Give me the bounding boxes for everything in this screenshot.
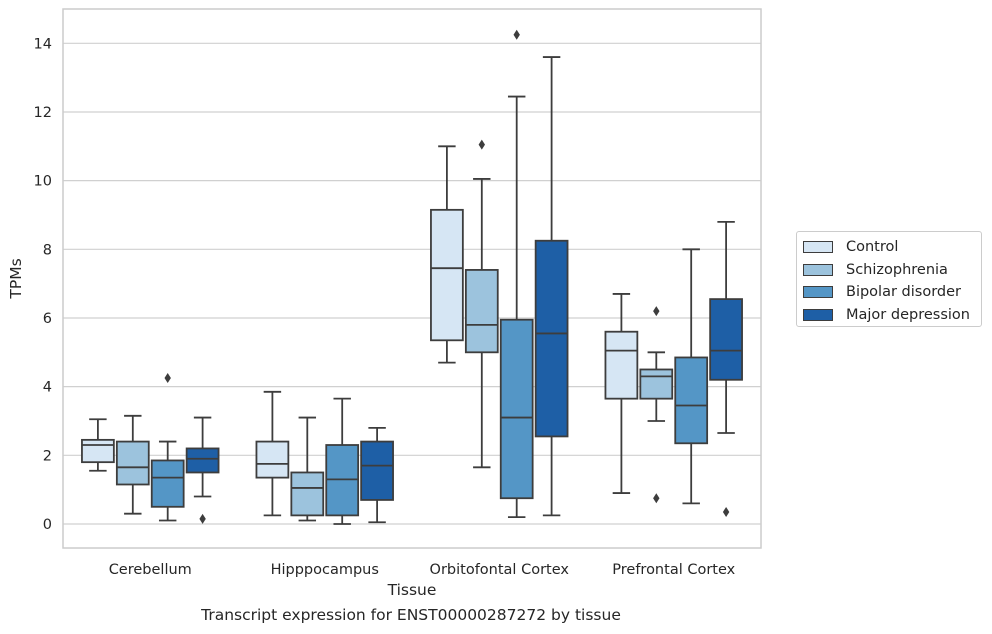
box-control-hipppocampus	[255, 390, 290, 517]
box-schizophrenia-orbitofontal-cortex	[464, 139, 499, 469]
y-tick-label-14: 14	[34, 36, 52, 52]
box-schizophrenia-prefrontal-cortex-outlier-0	[653, 306, 660, 317]
box-major-depression-cerebellum-iqr	[185, 447, 220, 474]
box-control-orbitofontal-cortex	[430, 145, 464, 364]
box-bipolar-disorder-orbitofontal-cortex-outlier-0	[513, 29, 520, 40]
y-axis-label: TPMs	[7, 258, 25, 299]
plot-frame	[62, 8, 762, 549]
box-control-hipppocampus-iqr	[255, 440, 290, 479]
box-bipolar-disorder-prefrontal-cortex-iqr	[674, 356, 709, 445]
legend-label-bipolar-disorder: Bipolar disorder	[846, 284, 961, 301]
box-bipolar-disorder-cerebellum-outlier-0	[164, 373, 171, 384]
x-tick-labels: Cerebellum Hipppocampus Orbitofontal Corte…	[109, 562, 736, 578]
box-schizophrenia-hipppocampus	[290, 416, 325, 522]
x-axis-label: Tissue	[387, 581, 437, 599]
box-control-orbitofontal-cortex-iqr	[430, 208, 464, 342]
box-major-depression-prefrontal-cortex-iqr	[709, 298, 743, 381]
box-schizophrenia-hipppocampus-iqr	[290, 471, 325, 517]
box-bipolar-disorder-orbitofontal-cortex	[499, 29, 534, 519]
legend-swatch-schizophrenia	[803, 263, 833, 276]
x-tick-label-hipppocampus: Hipppocampus	[271, 562, 379, 578]
box-major-depression-orbitofontal-cortex	[534, 56, 569, 517]
legend-swatch-control	[803, 241, 833, 254]
box-schizophrenia-cerebellum-iqr	[115, 440, 150, 486]
legend-item-control: Control	[803, 236, 981, 259]
boxes-layer	[81, 29, 743, 525]
box-schizophrenia-prefrontal-cortex	[639, 306, 674, 504]
y-tick-label-10: 10	[34, 174, 52, 190]
box-bipolar-disorder-hipppocampus	[325, 397, 360, 525]
box-major-depression-hipppocampus	[360, 426, 394, 524]
legend-swatch-major-depression	[803, 308, 833, 321]
box-bipolar-disorder-orbitofontal-cortex-iqr	[499, 318, 534, 500]
gridlines	[63, 42, 761, 525]
y-tick-label-4: 4	[43, 380, 52, 396]
box-major-depression-prefrontal-cortex-outlier-0	[722, 506, 730, 517]
box-major-depression-prefrontal-cortex	[709, 220, 743, 517]
y-tick-labels: 0 2 4 6 8 10 12 14	[34, 36, 52, 533]
y-tick-label-8: 8	[43, 242, 52, 258]
legend-label-major-depression: Major depression	[846, 306, 970, 323]
legend-label-schizophrenia: Schizophrenia	[846, 261, 948, 278]
x-tick-label-cerebellum: Cerebellum	[109, 562, 192, 578]
box-major-depression-cerebellum	[185, 416, 220, 524]
box-control-cerebellum-iqr	[81, 438, 115, 464]
box-control-prefrontal-cortex-iqr	[604, 330, 639, 400]
box-major-depression-orbitofontal-cortex-iqr	[534, 239, 569, 438]
y-tick-label-6: 6	[43, 311, 52, 327]
legend-swatch-bipolar-disorder	[803, 286, 833, 299]
box-schizophrenia-prefrontal-cortex-iqr	[639, 368, 674, 400]
box-bipolar-disorder-cerebellum	[150, 373, 185, 522]
box-control-cerebellum	[81, 418, 115, 472]
box-schizophrenia-prefrontal-cortex-outlier-1	[653, 493, 660, 504]
chart-caption: Transcript expression for ENST0000028727…	[201, 606, 621, 624]
box-schizophrenia-orbitofontal-cortex-iqr	[464, 269, 499, 354]
y-tick-label-0: 0	[43, 517, 52, 533]
box-bipolar-disorder-cerebellum-iqr	[150, 459, 185, 508]
legend-item-schizophrenia: Schizophrenia	[803, 259, 981, 282]
box-bipolar-disorder-prefrontal-cortex	[674, 248, 709, 505]
legend-item-bipolar-disorder: Bipolar disorder	[803, 281, 981, 304]
box-major-depression-hipppocampus-iqr	[360, 440, 394, 501]
y-tick-label-12: 12	[34, 105, 52, 121]
box-major-depression-cerebellum-outlier-0	[199, 513, 206, 524]
legend-label-control: Control	[846, 239, 899, 256]
legend-item-major-depression: Major depression	[803, 304, 981, 327]
y-tick-label-2: 2	[43, 448, 52, 464]
x-tick-label-orbitofontal-cortex: Orbitofontal Cortex	[430, 562, 570, 578]
box-control-prefrontal-cortex	[604, 293, 639, 494]
box-schizophrenia-cerebellum	[115, 414, 150, 515]
box-schizophrenia-orbitofontal-cortex-outlier-0	[478, 139, 485, 150]
x-tick-label-prefrontal-cortex: Prefrontal Cortex	[612, 562, 735, 578]
legend: Control Schizophrenia Bipolar disorder M…	[796, 231, 982, 327]
